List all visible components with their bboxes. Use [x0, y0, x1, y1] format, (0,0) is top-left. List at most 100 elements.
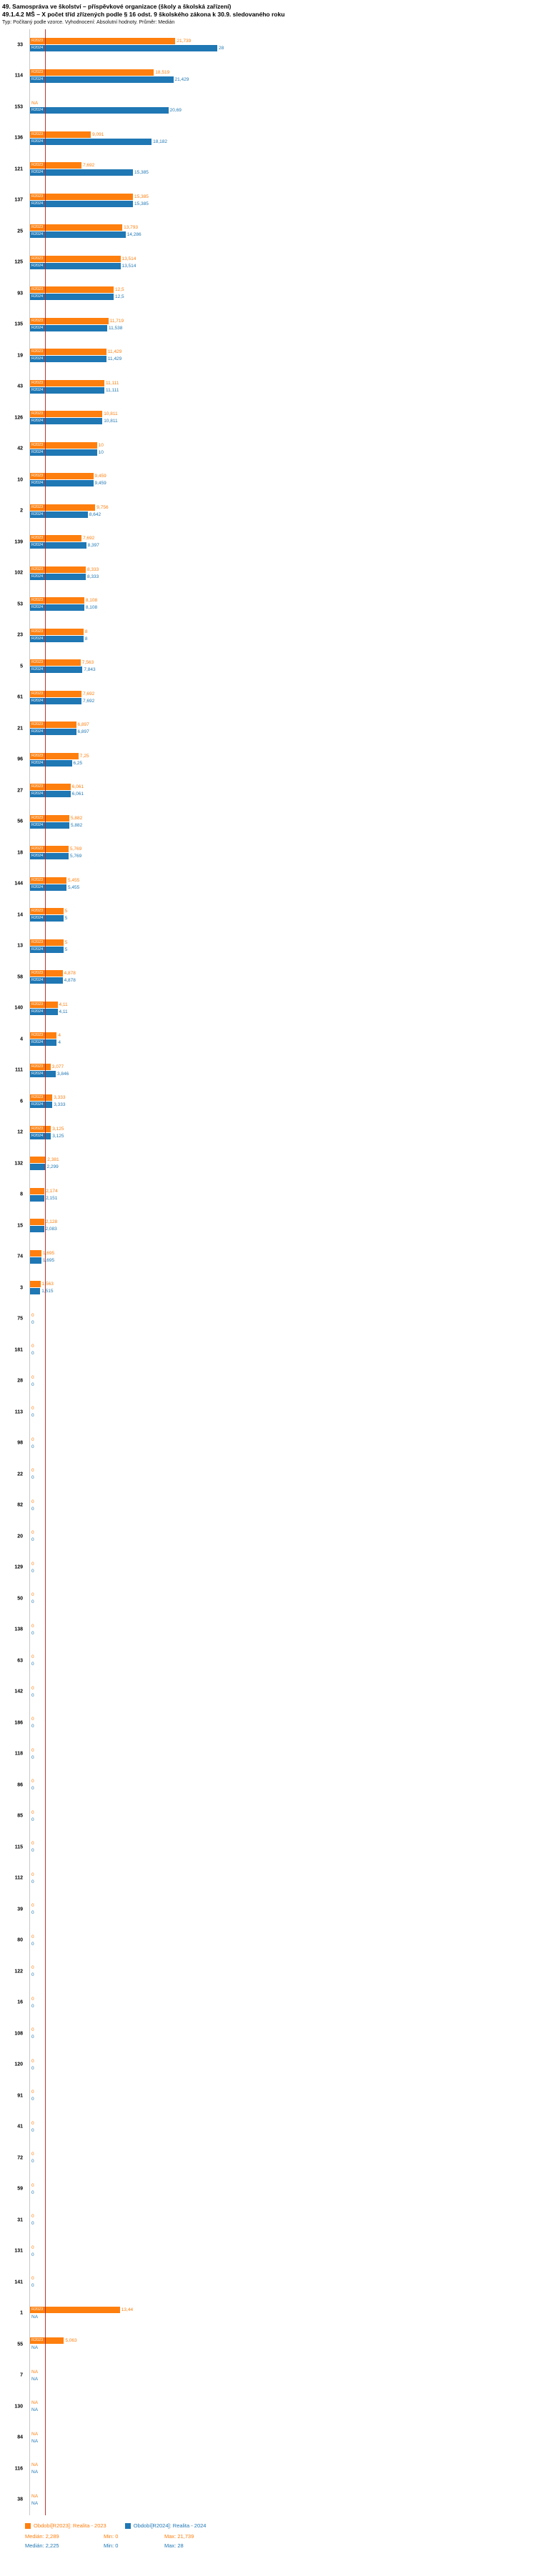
bar-line-r2023: 0 [30, 1902, 536, 1909]
bar-line-r2023: R2023 7,563 [30, 659, 536, 667]
bar-r2024: R2024 [30, 1102, 53, 1109]
bar-line-r2024: 2,083 [30, 1226, 536, 1233]
bar-r2024: R2024 [30, 759, 72, 767]
series-label: R2024 [31, 667, 44, 672]
bar-line-r2023: 0 [30, 1747, 536, 1754]
bar-line-r2024: R2024 6,897 [30, 729, 536, 736]
chart-row: 130 NA NA [0, 2391, 536, 2422]
category-label: 181 [14, 1347, 23, 1353]
chart-row: 80 0 0 [0, 1925, 536, 1957]
value-label: NA [31, 2438, 39, 2444]
value-label: 9,459 [94, 481, 106, 486]
value-label: 11,111 [106, 387, 119, 393]
value-label: 4 [58, 1040, 61, 1046]
category-label: 108 [14, 2031, 23, 2037]
bar-line-r2023: R2023 3,125 [30, 1125, 536, 1132]
series-label: R2024 [31, 139, 44, 144]
chart-row: 142 0 0 [0, 1677, 536, 1708]
bar-line-r2024: 0 [30, 2127, 536, 2134]
value-label: 5,882 [71, 822, 83, 828]
value-label: 0 [31, 2120, 34, 2126]
bar-line-r2023: R2023 11,719 [30, 317, 536, 324]
series-label: R2024 [31, 481, 44, 486]
value-label: NA [31, 2369, 39, 2375]
bar-r2023 [30, 1157, 46, 1164]
series-label: R2023 [31, 474, 44, 479]
bar-line-r2023: 0 [30, 1467, 536, 1474]
value-label: 4,11 [59, 1009, 68, 1014]
chart-row: 112 0 0 [0, 1863, 536, 1894]
value-label: 10,811 [104, 411, 118, 417]
series-label: R2024 [31, 294, 44, 299]
bar-line-r2024: 0 [30, 1506, 536, 1512]
series-label: R2024 [31, 356, 44, 361]
bar-r2024: R2024 [30, 294, 114, 301]
bar-line-r2023: R2023 15,385 [30, 193, 536, 200]
series-label: R2024 [31, 170, 44, 175]
bar-line-r2024: R2024 8,642 [30, 511, 536, 518]
bar-line-r2024: R2024 3,846 [30, 1070, 536, 1077]
bar-line-r2024: NA [30, 2314, 536, 2320]
series-label: R2023 [31, 598, 44, 603]
series-label: R2023 [31, 1064, 44, 1069]
value-label: 0 [31, 1468, 34, 1474]
bar-r2023 [30, 1281, 41, 1288]
legend-swatch-r2024-icon [124, 2522, 131, 2529]
chart-row: 86 0 0 [0, 1769, 536, 1801]
bar-r2023: R2023 [30, 38, 176, 45]
bar-line-r2024: 0 [30, 1568, 536, 1574]
category-label: 58 [17, 974, 23, 980]
value-label: 0 [31, 2182, 34, 2188]
chart-row: 41 0 0 [0, 2112, 536, 2143]
bar-line-r2024: 0 [30, 2003, 536, 2010]
bar-line-r2024: R2024 4,878 [30, 977, 536, 984]
bar-line-r2023: 0 [30, 2027, 536, 2033]
bar-r2024 [30, 1226, 44, 1233]
value-label: 11,538 [109, 325, 123, 331]
bar-line-r2024: R2024 10,811 [30, 418, 536, 425]
bar-line-r2024: R2024 8 [30, 635, 536, 642]
legend-item-r2024: Období[R2024]: Realita - 2024 [124, 2522, 206, 2529]
value-label: 0 [31, 1623, 34, 1629]
value-label: 0 [31, 2152, 34, 2157]
value-label: 0 [31, 1374, 34, 1380]
chart-row: 132 2,381 2,299 [0, 1148, 536, 1179]
category-label: 113 [14, 1409, 23, 1415]
chart-row: 8 2,174 2,151 [0, 1179, 536, 1211]
series-label: R2023 [31, 287, 44, 292]
bar-line-r2023: R2023 21,739 [30, 38, 536, 45]
bar-line-r2024: 0 [30, 1723, 536, 1729]
value-label: 0 [31, 1382, 34, 1387]
series-label: R2023 [31, 971, 44, 976]
series-label: R2024 [31, 46, 44, 51]
bar-line-r2024: R2024 11,538 [30, 324, 536, 331]
bar-line-r2023: R2023 5,455 [30, 877, 536, 884]
legend-swatch-r2023-icon [25, 2522, 31, 2529]
bar-line-r2024: 0 [30, 2034, 536, 2040]
bar-line-r2024: R2024 8,397 [30, 542, 536, 549]
category-label: 96 [17, 757, 23, 762]
bar-line-r2023: R2023 9,459 [30, 473, 536, 480]
bar-r2023: R2023 [30, 317, 109, 324]
category-label: 2 [20, 508, 23, 514]
bar-line-r2024: R2024 15,385 [30, 169, 536, 176]
chart-row: 55 R2023 5,063 NA [0, 2329, 536, 2360]
value-label: 2,381 [47, 1157, 59, 1163]
value-label: 13,514 [121, 263, 137, 269]
category-label: 22 [17, 1472, 23, 1477]
series-label: R2023 [31, 2307, 44, 2312]
value-label: 0 [31, 1786, 34, 1792]
category-label: 98 [17, 1440, 23, 1446]
bar-line-r2023: 0 [30, 2151, 536, 2157]
chart-row: 14 R2023 5 R2024 5 [0, 899, 536, 931]
bar-r2023 [30, 1187, 45, 1194]
chart-row: 129 0 0 [0, 1552, 536, 1584]
chart-row: 85 0 0 [0, 1801, 536, 1832]
chart-row: 74 1,695 1,695 [0, 1242, 536, 1273]
value-label: 0 [31, 2221, 34, 2227]
bar-line-r2023: 0 [30, 2120, 536, 2127]
bar-line-r2023: R2023 7,692 [30, 535, 536, 542]
series-label: R2023 [31, 1002, 44, 1007]
chart-row: 13 R2023 5 R2024 5 [0, 931, 536, 962]
bar-line-r2023: R2023 7,692 [30, 162, 536, 169]
